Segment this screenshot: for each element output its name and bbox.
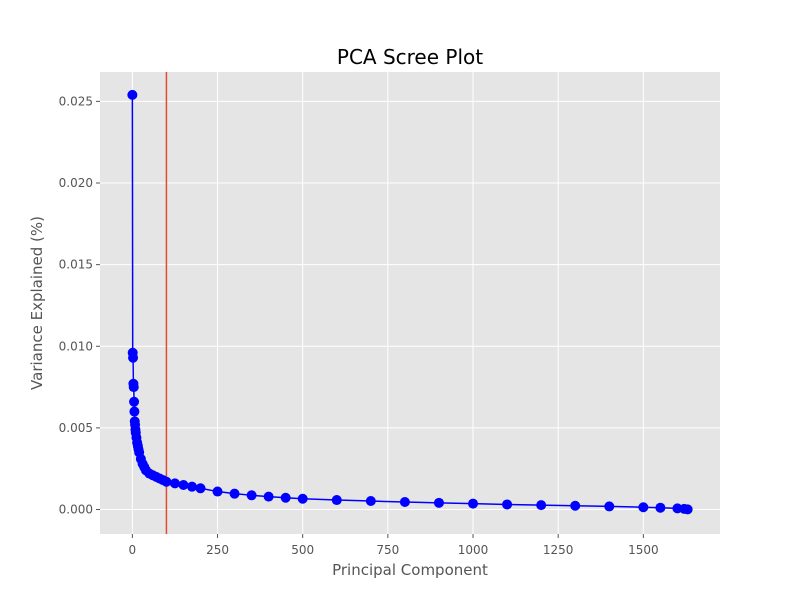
data-point: [365, 496, 376, 507]
y-tick-label: 0.020: [59, 176, 93, 190]
data-point: [468, 498, 479, 509]
data-point: [229, 488, 240, 499]
x-tick-label: 1500: [628, 543, 659, 557]
data-point: [655, 502, 666, 513]
data-point: [169, 478, 180, 489]
data-point: [570, 500, 581, 511]
y-tick-label: 0.025: [59, 94, 93, 108]
data-point: [638, 502, 649, 513]
data-point: [186, 481, 197, 492]
chart-title: PCA Scree Plot: [337, 45, 483, 69]
y-tick-labels: 0.000 0.005 0.010 0.015 0.020 0.025: [59, 94, 100, 517]
x-tick-label: 500: [291, 543, 314, 557]
y-tick-label: 0.000: [59, 503, 93, 517]
data-point: [246, 490, 257, 501]
x-axis-label: Principal Component: [332, 561, 488, 579]
data-point: [682, 504, 693, 515]
data-point: [604, 501, 615, 512]
data-point: [331, 495, 342, 506]
x-tick-label: 750: [376, 543, 399, 557]
data-point: [129, 406, 140, 417]
y-tick-label: 0.005: [59, 421, 93, 435]
plot-background: [100, 72, 720, 534]
x-tick-label: 1000: [458, 543, 489, 557]
data-point: [433, 497, 444, 508]
x-tick-label: 1250: [543, 543, 574, 557]
series-group: [127, 89, 693, 515]
data-point: [161, 476, 172, 487]
y-tick-label: 0.015: [59, 258, 93, 272]
data-point: [178, 480, 189, 491]
data-point: [263, 491, 274, 502]
grid-lines: [100, 72, 720, 534]
y-tick-label: 0.010: [59, 339, 93, 353]
x-tick-label: 0: [129, 543, 137, 557]
data-point: [280, 492, 291, 503]
data-point: [195, 483, 206, 494]
data-point: [212, 486, 223, 497]
data-point: [127, 89, 138, 100]
data-point: [502, 499, 513, 510]
data-point: [297, 493, 308, 504]
data-point: [128, 382, 139, 393]
x-tick-label: 250: [206, 543, 229, 557]
y-axis-label: Variance Explained (%): [28, 216, 46, 390]
data-point: [128, 352, 139, 363]
x-tick-labels: 0 250 500 750 1000 1250 1500: [129, 534, 659, 557]
data-point: [129, 396, 140, 407]
data-point: [536, 500, 547, 511]
data-point: [399, 497, 410, 508]
